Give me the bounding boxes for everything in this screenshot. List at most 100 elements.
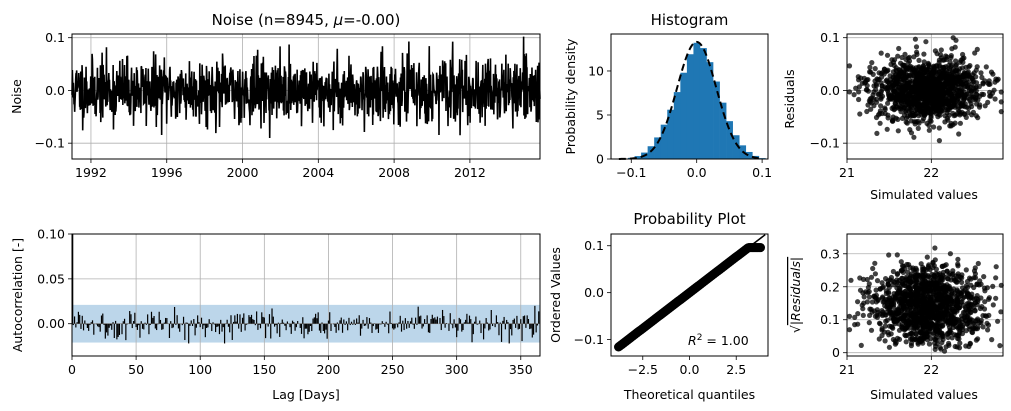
residuals-point — [916, 57, 922, 64]
sqrt-residuals-point — [848, 277, 854, 283]
sqrt-residuals-point — [886, 252, 892, 258]
sqrt-residuals-point — [920, 323, 926, 329]
residuals-point — [884, 126, 890, 132]
residuals-x-tick-label: 21 — [839, 165, 855, 180]
residuals-point — [857, 111, 863, 117]
residuals-point — [986, 81, 992, 87]
histogram-bar — [745, 151, 753, 159]
residuals-point — [938, 82, 944, 88]
sqrt-residuals-point — [944, 294, 950, 300]
sqrt-residuals-point — [886, 304, 892, 310]
sqrt-residuals-point — [955, 261, 961, 267]
sqrt-residuals-point — [913, 305, 919, 311]
residuals-point — [912, 111, 918, 117]
residuals-point — [924, 120, 930, 126]
histogram-bar — [699, 48, 707, 160]
residuals-point — [932, 106, 938, 112]
sqrt-residuals-point — [956, 317, 962, 323]
autocorrelation-y-tick-label: 0.10 — [37, 227, 65, 242]
sqrt-residuals-point — [896, 277, 903, 284]
residuals-point — [918, 91, 924, 97]
residuals-point — [866, 98, 873, 104]
sqrt-residuals-point — [995, 318, 1001, 324]
sqrt-residuals-point — [915, 340, 921, 346]
sqrt-residuals-point — [968, 319, 974, 325]
noise-axes-frame — [71, 33, 541, 160]
residuals-point — [927, 110, 933, 116]
sqrt-residuals-y-label: √|Residuals| — [788, 257, 803, 333]
sqrt-residuals-point — [905, 269, 911, 275]
residuals-point — [973, 113, 979, 119]
sqrt-residuals-point — [972, 275, 979, 281]
histogram-y-ticks: 0 5 10 — [588, 63, 611, 167]
sqrt-residuals-point — [868, 274, 875, 280]
sqrt-residuals-point — [858, 342, 864, 348]
residuals-point — [960, 81, 966, 87]
sqrt-residuals-point — [884, 317, 890, 323]
residuals-point — [846, 63, 853, 69]
sqrt-residuals-point — [908, 343, 915, 349]
histogram-axes-frame — [610, 33, 769, 160]
sqrt-residuals-point — [866, 320, 872, 326]
residuals-point — [964, 76, 970, 83]
sqrt-residuals-x-tick-label: 21 — [839, 362, 855, 377]
sqrt-residuals-point — [950, 321, 956, 327]
sqrt-residuals-point — [877, 321, 883, 327]
residuals-point — [952, 44, 958, 50]
sqrt-residuals-point — [962, 314, 968, 320]
residuals-point — [969, 112, 975, 118]
probability-plot-point — [756, 243, 765, 253]
residuals-axes-frame — [846, 33, 1004, 160]
sqrt-residuals-point — [934, 297, 940, 303]
sqrt-residuals-point — [861, 300, 867, 306]
sqrt-residuals-axes-frame — [846, 233, 1004, 357]
residuals-point — [855, 74, 861, 80]
residuals-point — [903, 109, 909, 115]
sqrt-residuals-point — [941, 263, 948, 269]
residuals-point — [878, 70, 884, 77]
sqrt-residuals-point — [886, 344, 893, 350]
sqrt-residuals-point — [920, 340, 926, 346]
sqrt-residuals-point — [919, 286, 926, 293]
sqrt-residuals-point — [929, 284, 935, 290]
residuals-point — [894, 79, 900, 86]
noise-y-tick-label: 0.0 — [45, 83, 65, 98]
sqrt-residuals-point — [943, 344, 949, 350]
residuals-point — [903, 119, 909, 125]
sqrt-residuals-point — [925, 328, 931, 334]
sqrt-residuals-point — [959, 279, 965, 285]
histogram-bar — [654, 137, 662, 159]
residuals-point — [948, 54, 954, 61]
sqrt-residuals-point — [931, 312, 937, 319]
sqrt-residuals-point — [860, 312, 866, 318]
residuals-point — [895, 128, 901, 134]
sqrt-residuals-point — [896, 327, 903, 333]
probability-plot-x-tick-label: −2.5 — [628, 362, 658, 377]
histogram-bar — [660, 124, 668, 159]
residuals-point — [884, 52, 891, 58]
sqrt-residuals-point — [949, 272, 955, 278]
sqrt-residuals-point — [962, 309, 968, 315]
residuals-point — [922, 93, 928, 99]
sqrt-residuals-point — [956, 289, 962, 295]
sqrt-residuals-y-tick-label: 0.2 — [820, 279, 840, 294]
residuals-point — [976, 83, 983, 90]
sqrt-residuals-point — [975, 260, 981, 267]
residuals-point — [896, 45, 902, 52]
sqrt-residuals-point — [990, 302, 996, 308]
histogram-bar — [647, 146, 655, 159]
noise-x-tick-label: 2008 — [378, 165, 410, 180]
residuals-point — [976, 104, 983, 110]
residuals-point — [851, 92, 857, 98]
sqrt-residuals-point — [963, 267, 969, 273]
sqrt-residuals-point — [949, 335, 955, 341]
residuals-point — [864, 77, 870, 83]
residuals-point — [937, 63, 943, 69]
residuals-point — [970, 94, 976, 100]
residuals-point — [970, 85, 976, 91]
residuals-point — [868, 69, 874, 75]
sqrt-residuals-point — [885, 278, 891, 284]
sqrt-residuals-point — [944, 268, 950, 274]
residuals-point — [877, 120, 883, 126]
